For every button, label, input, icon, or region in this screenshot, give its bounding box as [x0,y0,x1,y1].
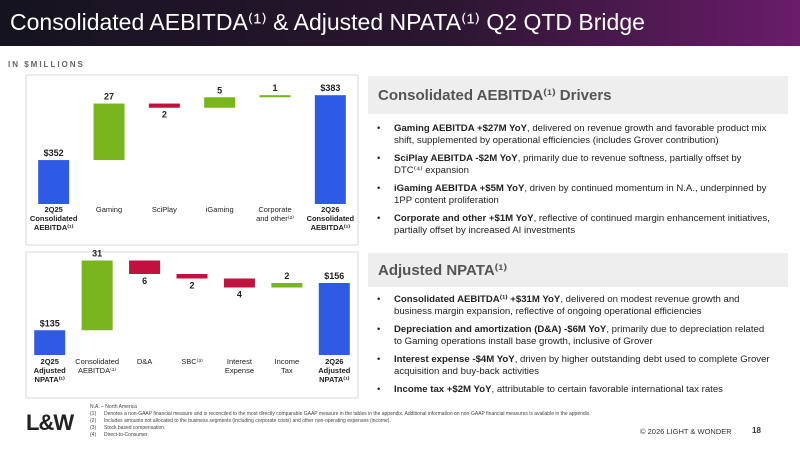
bar [81,260,113,331]
bar [34,330,66,355]
bullet-text: , reflective of continued margin enhance… [394,213,770,236]
bullet-lead: Corporate and other +$1M YoY [394,213,534,224]
bullet: Income tax +$2M YoY, attributable to cer… [372,384,772,396]
value-label: 27 [104,92,114,102]
logo: L&W [26,410,74,435]
x-tick-label: Corporate and other⁽²⁾ [256,205,294,223]
x-tick-label: Interest Expense [225,357,254,375]
footnote-marker: (4) [90,432,97,438]
bar [314,95,346,204]
bullet-text: , driven by higher outstanding debt used… [394,354,770,377]
footnote-text: Direct-to-Consumer. [104,432,149,438]
value-label: $383 [320,83,340,93]
footnote: (2) Includes amounts not allocated to the… [90,418,591,425]
bullet: Gaming AEBITDA +$27M YoY, delivered on r… [372,123,772,147]
bar [204,97,236,108]
bullet: Corporate and other +$1M YoY, reflective… [372,213,772,237]
bar [318,283,350,355]
bar [148,103,180,108]
footnote: (1) Denotes a non-GAAP financial measure … [90,411,591,418]
x-tick-label: 2Q25 Adjusted NPATA⁽¹⁾ [34,357,67,384]
footnotes: N.A. – North America (1) Denotes a non-GA… [90,404,591,439]
header-bar: Consolidated AEBITDA⁽¹⁾ & Adjusted NPATA… [0,0,800,46]
value-label: 2 [284,271,289,281]
value-label: 4 [237,290,242,300]
bullet-lead: SciPlay AEBITDA -$2M YoY [394,153,518,164]
value-label: $156 [324,271,344,281]
x-tick-label: Income Tax [275,357,300,375]
bullet: iGaming AEBITDA +$5M YoY, driven by cont… [372,183,772,207]
panel-title: Consolidated AEBITDA⁽¹⁾ Drivers [368,76,788,114]
bullet-lead: Gaming AEBITDA +$27M YoY [394,123,528,134]
x-tick-label: iGaming [206,205,234,214]
x-tick-label: 2Q26 Consolidated AEBITDA⁽¹⁾ [307,205,355,232]
bullet-lead: Interest expense -$4M YoY [394,354,515,365]
bar [129,260,161,274]
bullet-list: Gaming AEBITDA +$27M YoY, delivered on r… [372,123,772,243]
footnote-text: Denotes a non-GAAP financial measure and… [104,411,591,417]
bullet-text: , primarily due to revenue softness, par… [394,153,742,176]
bullet-text: , delivered on modest revenue growth and… [394,294,740,317]
x-tick-label: Consolidated AEBITDA⁽¹⁾ [75,357,119,375]
footnote-text: Includes amounts not allocated to the bu… [104,418,391,424]
x-tick-label: SciPlay [152,205,177,214]
value-label: 1 [272,83,277,93]
bullet-text: , driven by continued momentum in N.A., … [394,183,767,206]
footnote: (3) Stock based compensation. [90,425,591,432]
bullet-lead: iGaming AEBITDA +$5M YoY [394,183,525,194]
value-label: $352 [44,148,64,158]
footnote-marker: (3) [90,425,97,431]
x-tick-label: D&A [137,357,152,366]
bar [271,283,303,288]
bar [259,95,291,98]
bullet: Interest expense -$4M YoY, driven by hig… [372,354,772,378]
bar [176,274,208,279]
bullet-list: Consolidated AEBITDA⁽¹⁾ +$31M YoY, deliv… [372,294,772,402]
units-label: IN $MILLIONS [8,60,85,69]
bullet: Consolidated AEBITDA⁽¹⁾ +$31M YoY, deliv… [372,294,772,318]
panel-title: Adjusted NPATA⁽¹⁾ [368,253,788,287]
slide-title: Consolidated AEBITDA⁽¹⁾ & Adjusted NPATA… [10,9,645,35]
bullet-text: , primarily due to depreciation related … [394,324,765,347]
bullet: Depreciation and amortization (D&A) -$6M… [372,324,772,348]
value-label: $135 [40,318,60,328]
bullet-lead: Depreciation and amortization (D&A) -$6M… [394,324,607,335]
footnote: (4) Direct-to-Consumer. [90,432,591,439]
bullet-lead: Consolidated AEBITDA⁽¹⁾ +$31M YoY [394,294,561,305]
x-tick-label: Gaming [96,205,122,214]
bullet-lead: Income tax +$2M YoY [394,384,492,395]
footnote-text: Stock based compensation. [104,425,166,431]
footnote: N.A. – North America [90,404,137,410]
panel-frame [25,251,359,399]
value-label: 31 [92,249,102,259]
value-label: 2 [162,110,167,120]
value-label: 6 [142,276,147,286]
bar [38,160,70,204]
bar [93,103,125,161]
page-number: 18 [752,426,761,435]
value-label: 2 [189,281,194,291]
x-tick-label: SBC⁽³⁾ [181,357,203,366]
panel-frame [25,74,359,246]
bullet-text: , delivered on revenue growth and favora… [394,123,767,146]
bar [223,278,255,288]
footnote-marker: (2) [90,418,97,424]
bullet-text: , attributable to certain favorable inte… [491,384,723,395]
bullet: SciPlay AEBITDA -$2M YoY, primarily due … [372,153,772,177]
footnote-marker: (1) [90,411,97,417]
value-label: 5 [217,85,222,95]
x-tick-label: 2Q26 Adjusted NPATA⁽¹⁾ [318,357,351,384]
x-tick-label: 2Q25 Consolidated AEBITDA⁽¹⁾ [30,205,78,232]
copyright: © 2026 LIGHT & WONDER [640,427,732,436]
